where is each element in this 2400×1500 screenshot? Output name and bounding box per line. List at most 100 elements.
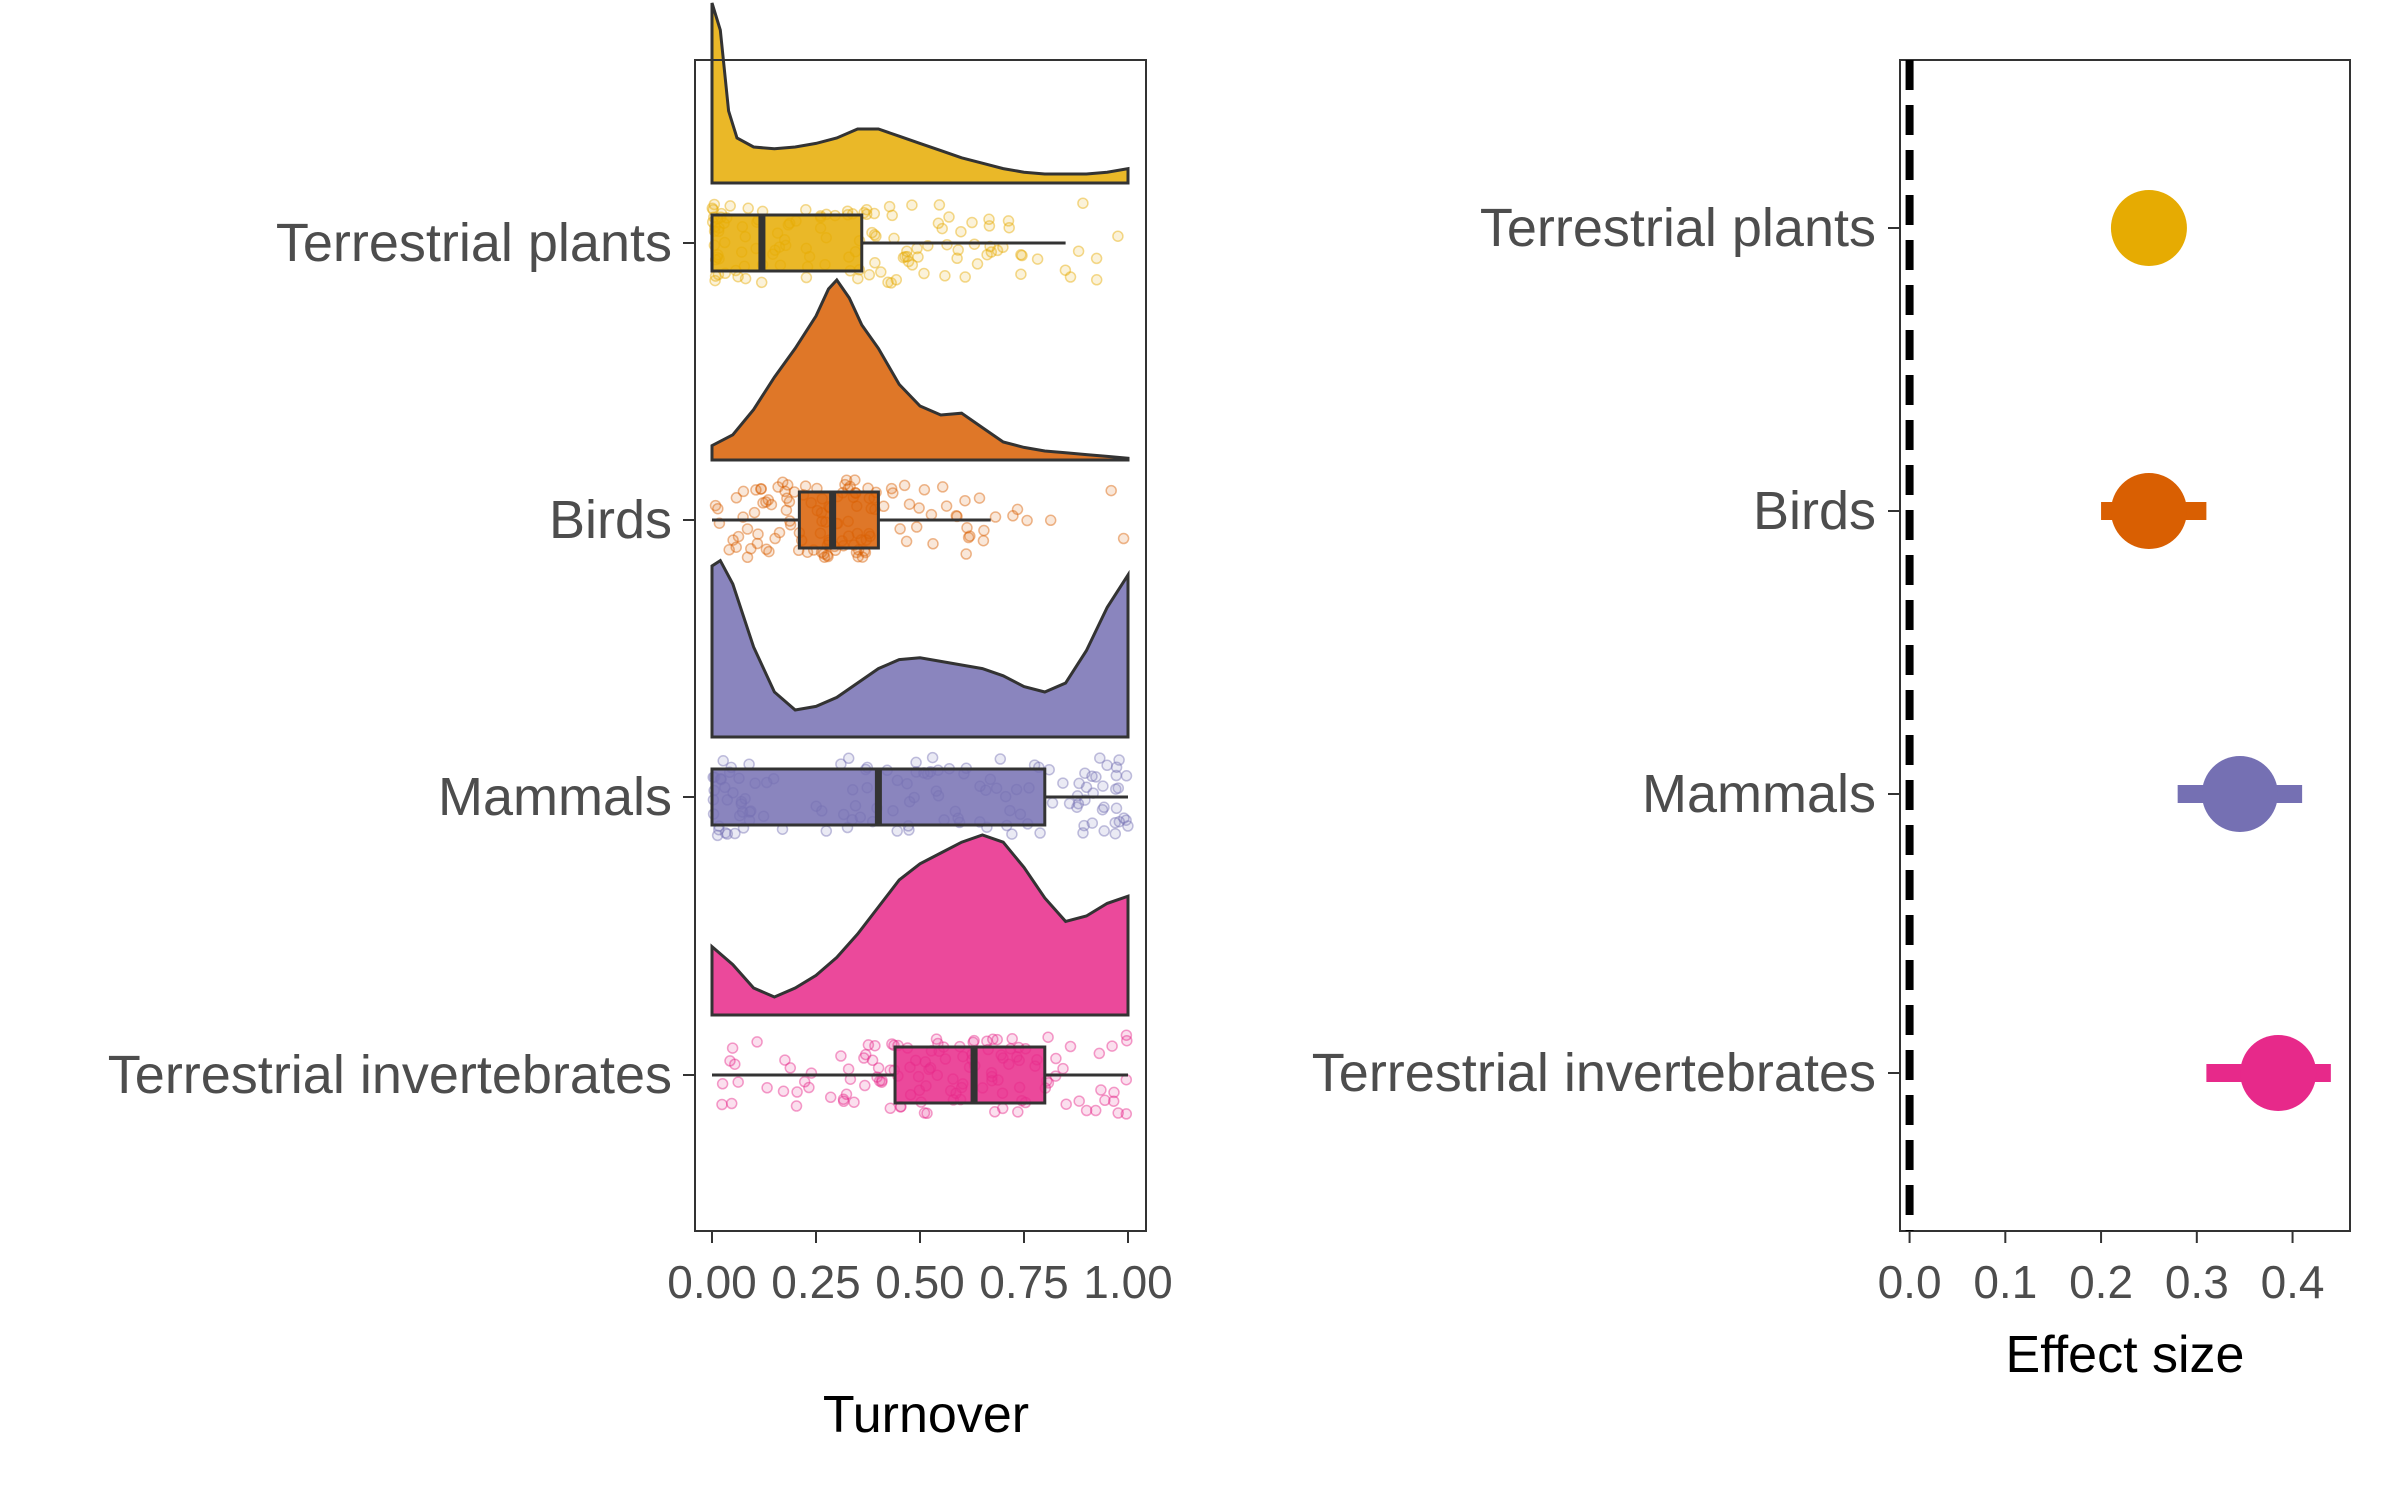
data-point-mammals [1096,803,1109,816]
right-plot-frame [1899,59,2351,1232]
data-point-terrestrial-plants [983,213,995,226]
data-point-terrestrial-plants [939,270,951,282]
data-point-terrestrial-invertebrates [989,1106,1001,1118]
data-point-terrestrial-invertebrates [840,1088,853,1101]
data-point-mammals [1098,825,1110,837]
data-point-mammals [1101,759,1113,772]
box-terrestrial-invertebrates [893,1045,1047,1105]
right-x-tick-label-0: 0.0 [1878,1256,1942,1308]
data-point-mammals [711,829,724,842]
data-point-mammals [1079,767,1091,779]
data-point-birds [1011,503,1024,516]
data-point-terrestrial-invertebrates [859,1079,871,1092]
data-point-terrestrial-plants [943,211,955,223]
data-point-mammals [1110,769,1123,782]
data-point-mammals [1057,777,1069,789]
data-point-mammals [717,755,729,767]
data-point-birds [745,543,757,555]
x-tick-label-4: 1.00 [1083,1256,1173,1308]
data-point-birds [762,494,775,506]
data-point-birds [936,481,949,493]
data-point-terrestrial-invertebrates [837,1095,850,1108]
right-x-tick-label-4: 0.4 [2261,1256,2325,1308]
data-point-terrestrial-invertebrates [1050,1052,1062,1065]
data-point-terrestrial-plants [709,274,721,287]
data-point-terrestrial-invertebrates [1089,1104,1102,1117]
data-point-birds [750,484,762,496]
data-point-mammals [910,756,922,769]
data-point-terrestrial-invertebrates [1099,1094,1111,1107]
data-point-terrestrial-plants [1072,245,1085,257]
data-point-terrestrial-plants [1112,230,1124,242]
data-point-terrestrial-plants [985,246,998,258]
data-point-birds [839,478,851,491]
right-category-label-mammals: Mammals [1642,764,1876,824]
density-cloud-terrestrial-invertebrates [710,833,1130,1017]
right-x-tick-label-2: 0.2 [2069,1256,2133,1308]
data-point-mammals [1034,827,1046,839]
right-y-ticks: Terrestrial plants Birds Mammals Terrestria… [1312,198,1900,1103]
x-tick-label-2: 0.50 [875,1256,965,1308]
density-cloud-terrestrial-plants [710,2,1130,185]
data-point-birds [723,544,735,556]
data-point-birds [730,492,743,504]
left-x-ticks: 0.00 0.25 0.50 0.75 1.00 [667,1231,1173,1308]
data-point-terrestrial-invertebrates [837,1093,850,1106]
data-point-mammals [1110,802,1123,815]
data-point-terrestrial-invertebrates [1108,1086,1120,1099]
data-point-birds [760,543,773,556]
data-point-terrestrial-invertebrates [1006,1033,1018,1045]
data-point-terrestrial-plants [852,272,864,285]
data-point-terrestrial-invertebrates [724,1055,736,1067]
data-point-birds [780,504,793,516]
data-point-terrestrial-plants [1016,249,1028,262]
right-x-ticks: 0.0 0.1 0.2 0.3 0.4 [1878,1231,2325,1308]
data-point-terrestrial-plants [800,271,813,284]
data-point-mammals [1046,797,1059,809]
data-point-mammals [1118,812,1130,824]
data-point-birds [773,526,786,539]
data-point-birds [887,487,899,499]
data-point-birds [910,521,923,533]
data-point-terrestrial-plants [863,269,876,281]
data-point-terrestrial-invertebrates [869,1039,881,1052]
data-point-terrestrial-plants [886,209,898,222]
density-cloud-birds [710,277,1130,462]
right-x-tick-label-3: 0.3 [2165,1256,2229,1308]
data-point-terrestrial-plants [936,222,948,235]
data-point-birds [772,481,784,493]
data-point-terrestrial-plants [870,230,882,243]
data-point-birds [1117,532,1130,545]
data-point-terrestrial-invertebrates [1064,1040,1077,1053]
data-point-birds [1007,510,1019,522]
data-point-terrestrial-plants [868,229,881,241]
data-point-birds [927,538,939,550]
data-point-birds [840,474,853,486]
data-point-terrestrial-invertebrates [1012,1106,1024,1118]
data-point-terrestrial-invertebrates [884,1102,897,1115]
data-point-terrestrial-invertebrates [875,1076,888,1088]
data-point-terrestrial-plants [882,276,894,289]
data-point-terrestrial-invertebrates [790,1100,803,1112]
data-point-terrestrial-plants [885,277,897,289]
data-point-mammals [1109,816,1121,829]
box-birds [797,490,880,550]
data-point-mammals [1112,782,1125,794]
data-point-terrestrial-invertebrates [1120,1029,1133,1041]
data-point-terrestrial-plants [724,200,736,212]
data-point-birds [964,530,976,542]
data-point-mammals [1097,780,1109,792]
data-point-terrestrial-plants [1003,221,1015,234]
data-point-terrestrial-plants [906,199,918,211]
data-point-birds [856,551,869,563]
data-point-birds [763,545,775,558]
data-point-birds [894,523,906,535]
data-point-terrestrial-invertebrates [996,1102,1009,1115]
data-point-mammals [1109,827,1122,840]
data-point-terrestrial-invertebrates [716,1078,729,1090]
data-point-terrestrial-invertebrates [751,1036,763,1048]
data-point-birds [757,497,769,509]
data-point-mammals [1094,752,1106,764]
data-point-terrestrial-invertebrates [1095,1084,1107,1096]
data-point-terrestrial-plants [991,244,1004,257]
